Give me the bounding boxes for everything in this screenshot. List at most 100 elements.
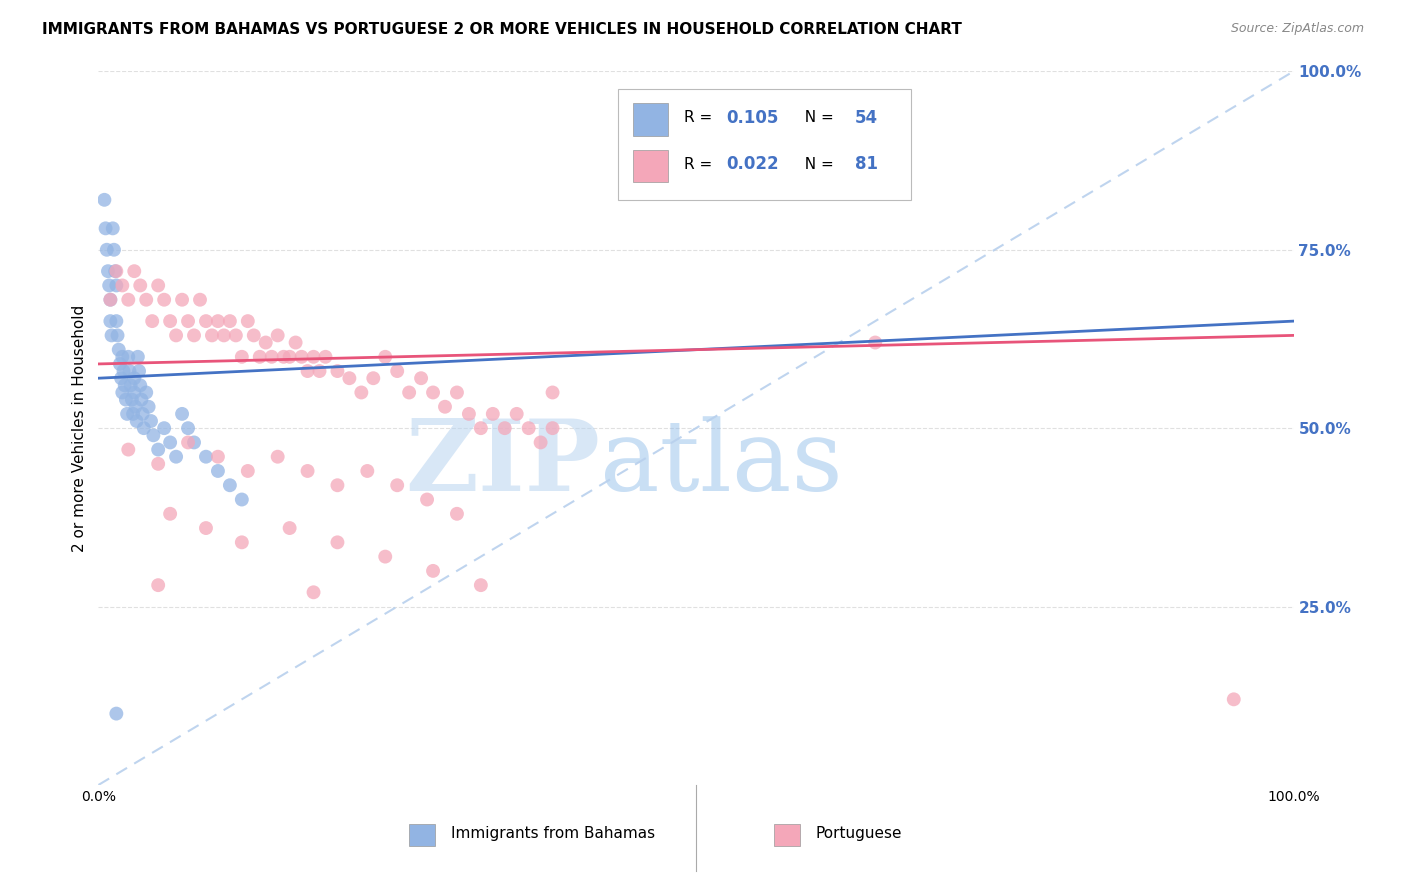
Point xyxy=(195,314,218,328)
Point xyxy=(98,293,122,307)
Point xyxy=(177,421,200,435)
Point xyxy=(112,364,135,378)
Point xyxy=(96,243,118,257)
Point xyxy=(411,371,433,385)
Point xyxy=(308,364,330,378)
Point xyxy=(385,478,409,492)
Point xyxy=(129,378,152,392)
Point xyxy=(120,378,142,392)
Point xyxy=(124,385,146,400)
Point xyxy=(124,371,146,385)
Point xyxy=(122,407,145,421)
Point xyxy=(100,328,122,343)
Text: 0.022: 0.022 xyxy=(725,155,779,173)
Point xyxy=(93,193,115,207)
Text: Source: ZipAtlas.com: Source: ZipAtlas.com xyxy=(1230,22,1364,36)
Point xyxy=(201,328,224,343)
Point xyxy=(135,293,157,307)
Point xyxy=(339,371,361,385)
Text: N =: N = xyxy=(796,111,839,125)
Point xyxy=(153,421,176,435)
Point xyxy=(135,385,157,400)
Point xyxy=(98,293,122,307)
Point xyxy=(326,478,349,492)
Point xyxy=(132,421,155,435)
Text: IMMIGRANTS FROM BAHAMAS VS PORTUGUESE 2 OR MORE VEHICLES IN HOUSEHOLD CORRELATIO: IMMIGRANTS FROM BAHAMAS VS PORTUGUESE 2 … xyxy=(42,22,962,37)
Point xyxy=(177,314,200,328)
Point xyxy=(131,407,153,421)
Point xyxy=(470,421,492,435)
Text: ZIP: ZIP xyxy=(405,416,600,512)
Point xyxy=(101,221,124,235)
Point xyxy=(302,585,325,599)
Text: 54: 54 xyxy=(855,109,877,127)
Point xyxy=(108,357,131,371)
Point xyxy=(129,278,152,293)
Point xyxy=(278,521,301,535)
Point xyxy=(115,392,138,407)
Point xyxy=(350,385,373,400)
Point xyxy=(127,350,149,364)
Point xyxy=(159,507,181,521)
Point xyxy=(115,407,138,421)
Point xyxy=(517,421,540,435)
Text: Immigrants from Bahamas: Immigrants from Bahamas xyxy=(451,826,655,841)
Point xyxy=(249,350,271,364)
Point xyxy=(105,706,128,721)
Point xyxy=(165,450,187,464)
Point xyxy=(422,385,444,400)
Point xyxy=(207,314,229,328)
Point xyxy=(105,278,128,293)
Point xyxy=(446,507,468,521)
Point xyxy=(297,464,319,478)
Point xyxy=(207,450,229,464)
Point xyxy=(97,264,120,278)
Point xyxy=(121,392,143,407)
Point xyxy=(302,350,325,364)
Point xyxy=(142,428,165,442)
Point xyxy=(183,435,205,450)
Point xyxy=(153,293,176,307)
Point xyxy=(273,350,295,364)
Text: 81: 81 xyxy=(855,155,877,173)
Point xyxy=(148,457,170,471)
Point xyxy=(148,578,170,592)
Point xyxy=(177,435,200,450)
Point xyxy=(98,314,122,328)
Point xyxy=(374,350,396,364)
Point xyxy=(231,492,253,507)
Point xyxy=(236,314,259,328)
Point xyxy=(243,328,266,343)
Point xyxy=(139,414,162,428)
Point xyxy=(124,264,146,278)
Text: 0.105: 0.105 xyxy=(725,109,779,127)
Point xyxy=(278,350,301,364)
Point xyxy=(326,364,349,378)
Point xyxy=(494,421,516,435)
Point xyxy=(165,328,187,343)
Point xyxy=(105,264,128,278)
Point xyxy=(131,392,153,407)
Point xyxy=(374,549,396,564)
Text: R =: R = xyxy=(685,111,717,125)
Point xyxy=(284,335,307,350)
Point xyxy=(111,385,134,400)
Bar xyxy=(633,103,668,136)
Point xyxy=(98,278,121,293)
Point xyxy=(107,328,129,343)
Point xyxy=(231,350,253,364)
Point xyxy=(541,385,564,400)
Bar xyxy=(409,824,436,846)
Point xyxy=(111,350,134,364)
Bar xyxy=(619,89,911,200)
Point xyxy=(138,400,160,414)
Point xyxy=(105,314,128,328)
Point xyxy=(297,364,319,378)
Point xyxy=(470,578,492,592)
Y-axis label: 2 or more Vehicles in Household: 2 or more Vehicles in Household xyxy=(72,304,87,552)
Point xyxy=(114,378,136,392)
Point xyxy=(148,442,170,457)
Point xyxy=(398,385,420,400)
Point xyxy=(104,264,127,278)
Point xyxy=(195,521,218,535)
